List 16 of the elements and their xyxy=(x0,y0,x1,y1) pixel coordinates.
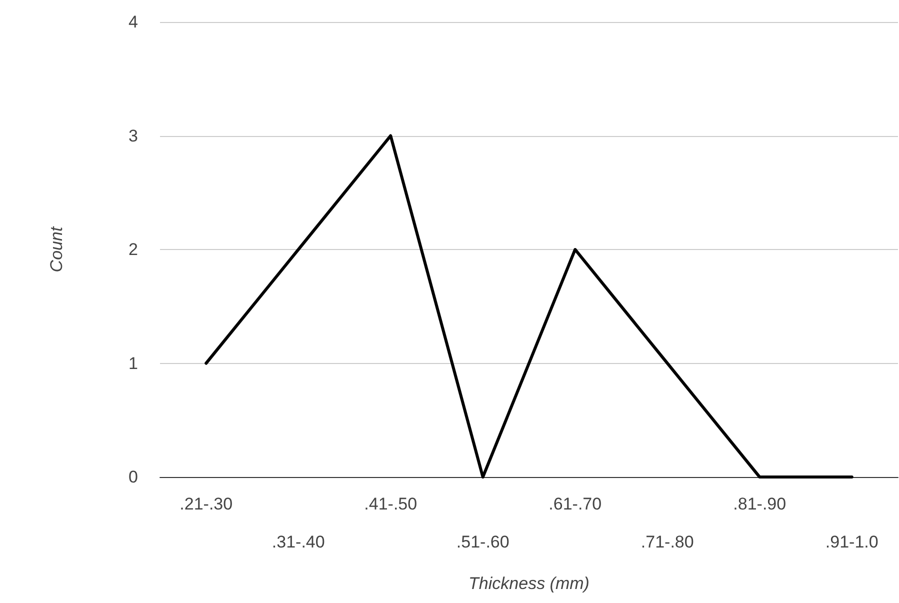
x-tick-label: .61-.70 xyxy=(548,494,602,514)
y-tick-label: 0 xyxy=(128,468,138,486)
y-tick-label: 4 xyxy=(128,12,138,32)
x-tick-label: .71-.80 xyxy=(640,532,694,552)
x-tick-label: .51-.60 xyxy=(456,532,510,552)
x-tick-label: .91-1.0 xyxy=(825,532,878,552)
y-tick-label: 1 xyxy=(128,354,138,373)
x-axis-title: Thickness (mm) xyxy=(468,574,590,593)
y-axis-title: Count xyxy=(47,226,66,272)
x-tick-label: .41-.50 xyxy=(364,494,418,514)
x-tick-label: .81-.90 xyxy=(733,494,786,514)
y-tick-label: 3 xyxy=(128,126,138,146)
x-tick-label: .21-.30 xyxy=(180,494,233,514)
y-tick-label: 2 xyxy=(128,240,138,259)
line-series xyxy=(204,134,854,478)
x-tick-label: .31-.40 xyxy=(272,532,325,552)
